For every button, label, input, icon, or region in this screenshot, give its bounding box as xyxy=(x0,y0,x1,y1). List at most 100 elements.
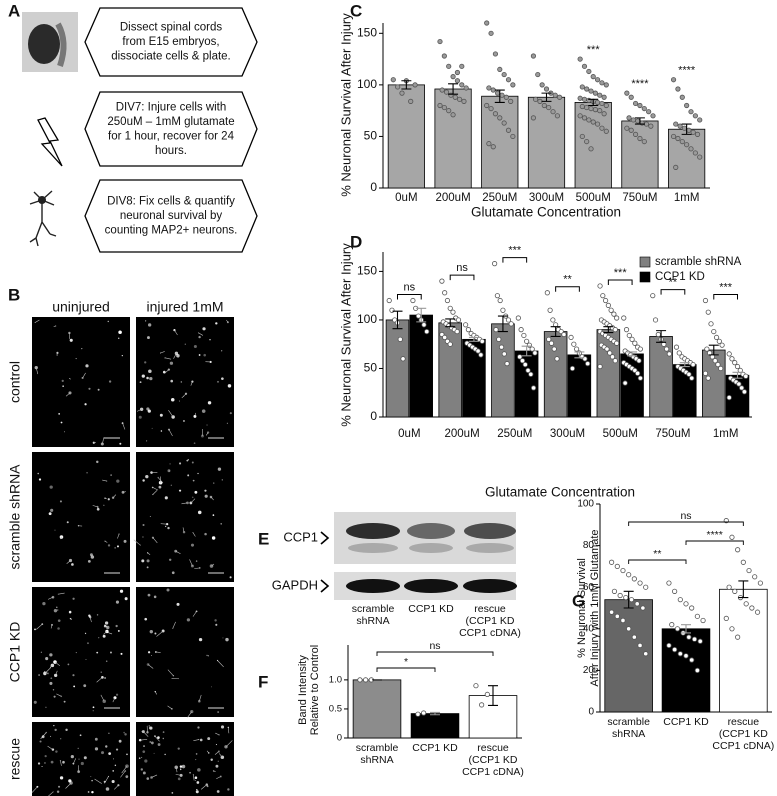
data-point xyxy=(614,563,620,570)
x-tick-label: 750uM xyxy=(622,192,657,204)
cell xyxy=(193,344,197,348)
cell xyxy=(215,322,218,325)
error-bar xyxy=(448,83,459,95)
cell xyxy=(107,498,110,501)
band xyxy=(404,579,458,593)
neurite xyxy=(103,631,108,635)
neurite xyxy=(53,325,56,327)
data-point xyxy=(673,344,680,350)
cell xyxy=(176,602,180,606)
error-bar xyxy=(521,345,532,357)
data-point xyxy=(550,317,556,323)
cell xyxy=(190,543,194,547)
cell xyxy=(147,651,151,654)
cell xyxy=(151,655,153,657)
neurite xyxy=(157,477,164,484)
cell xyxy=(50,760,54,764)
error-bar xyxy=(708,344,719,356)
neurite xyxy=(210,496,214,501)
data-point xyxy=(611,588,618,594)
cell xyxy=(91,790,94,794)
sig-label: ns xyxy=(456,262,468,274)
data-point xyxy=(726,394,732,401)
bar xyxy=(719,588,768,713)
data-point xyxy=(410,297,416,304)
cell xyxy=(115,624,118,628)
data-point xyxy=(579,103,585,110)
cell xyxy=(199,738,203,742)
data-point xyxy=(510,82,516,88)
data-point xyxy=(571,341,577,347)
sig-label: *** xyxy=(587,44,601,56)
data-point xyxy=(588,146,594,152)
data-point xyxy=(412,82,418,88)
sig-bracket xyxy=(628,521,744,526)
data-point xyxy=(556,94,563,100)
y-tick-label: 100 xyxy=(357,312,377,326)
cell xyxy=(217,760,219,762)
cell xyxy=(198,354,201,356)
data-point xyxy=(530,385,537,391)
neurite xyxy=(167,669,174,676)
cell xyxy=(55,750,58,753)
neurite xyxy=(213,770,216,772)
data-point xyxy=(599,100,605,107)
data-point xyxy=(530,115,537,121)
cell xyxy=(158,480,163,485)
neurite xyxy=(152,537,158,544)
legend-label: CCP1 KD xyxy=(655,271,705,283)
cell xyxy=(114,764,117,767)
data-point xyxy=(640,605,646,611)
data-point xyxy=(713,334,720,341)
data-point xyxy=(637,135,643,142)
data-point xyxy=(437,38,443,45)
x-tick-label: 300uM xyxy=(529,192,564,204)
data-point xyxy=(577,56,583,62)
cell xyxy=(65,728,68,732)
data-point xyxy=(621,315,627,321)
band xyxy=(464,523,516,539)
data-point xyxy=(734,363,741,370)
cell xyxy=(38,478,42,481)
data-point xyxy=(622,380,628,386)
y-tick-label: 1.0 xyxy=(329,674,342,685)
data-point xyxy=(669,622,675,628)
step-box xyxy=(84,91,258,167)
cell xyxy=(119,442,122,445)
panel-letter: A xyxy=(8,1,20,20)
cell xyxy=(226,422,228,424)
data-point xyxy=(439,87,445,93)
neurite xyxy=(122,491,127,493)
x-tick-label: 300uM xyxy=(550,428,585,440)
data-point xyxy=(623,594,629,601)
data-point xyxy=(505,127,512,133)
y-tick-label: 100 xyxy=(357,77,377,91)
data-point xyxy=(581,96,588,102)
data-point xyxy=(679,94,685,100)
data-point xyxy=(620,617,626,624)
cell xyxy=(164,753,166,756)
data-point xyxy=(637,580,643,586)
neurite xyxy=(49,665,53,668)
neurite xyxy=(206,750,209,754)
cell xyxy=(167,526,170,530)
data-point xyxy=(519,358,526,364)
cell xyxy=(83,756,87,760)
data-point xyxy=(612,358,618,364)
data-point xyxy=(691,636,698,642)
cell xyxy=(53,725,55,727)
cell xyxy=(125,775,129,779)
cell xyxy=(169,361,174,365)
sig-label: * xyxy=(404,656,408,668)
cell xyxy=(227,788,230,791)
tissue-photo xyxy=(28,24,60,64)
cell xyxy=(44,762,46,764)
cell xyxy=(60,738,62,740)
cell xyxy=(164,525,167,528)
data-point xyxy=(634,601,640,607)
data-point xyxy=(601,94,607,100)
micrograph-bg xyxy=(136,722,234,796)
cell xyxy=(201,409,206,413)
cell xyxy=(191,461,194,464)
cell xyxy=(91,779,93,782)
